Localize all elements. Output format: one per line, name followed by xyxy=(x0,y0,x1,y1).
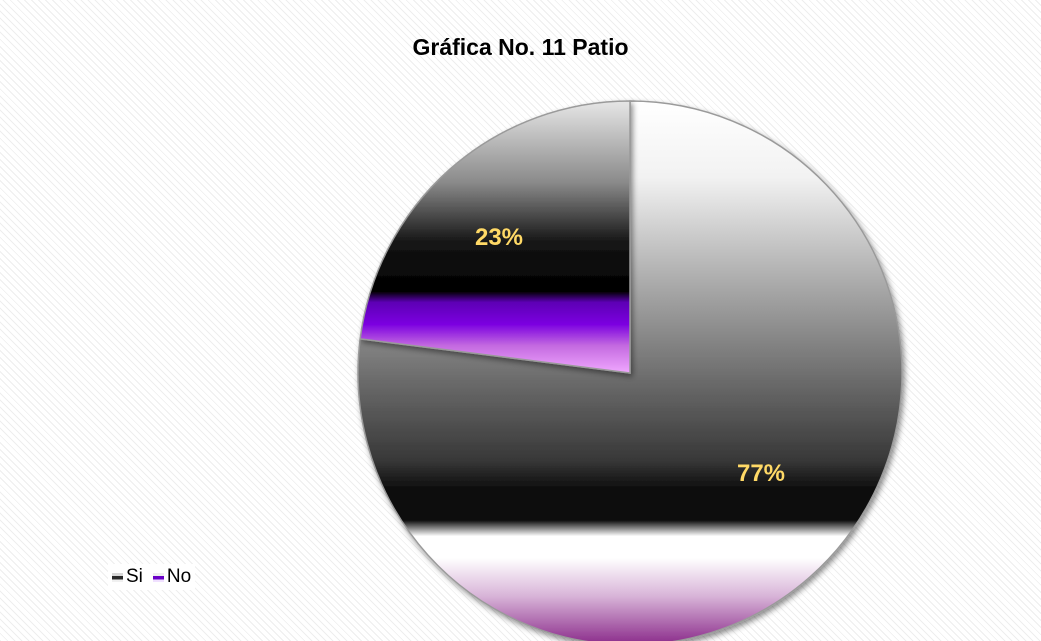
legend-label-no: No xyxy=(166,566,192,587)
data-label-no: 23% xyxy=(475,224,523,251)
pie-slice-no xyxy=(359,100,631,374)
legend-swatch-si xyxy=(112,572,123,582)
legend-label-si: Si xyxy=(126,566,143,587)
legend: Si No xyxy=(108,564,196,590)
legend-item-no: No xyxy=(152,566,192,588)
data-label-si: 77% xyxy=(737,460,785,487)
chart-title: Gráfica No. 11 Patio xyxy=(412,34,629,60)
legend-item-si: Si xyxy=(112,566,143,588)
legend-swatch-no xyxy=(152,572,164,582)
